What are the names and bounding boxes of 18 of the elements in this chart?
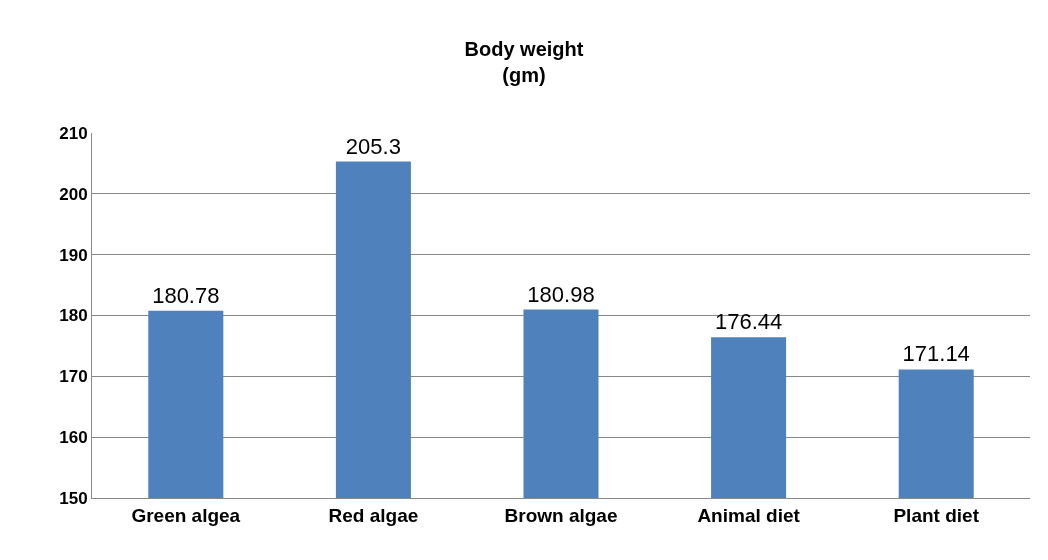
y-tick-label: 190 xyxy=(59,245,88,265)
y-tick-label: 160 xyxy=(59,428,88,448)
x-tick-label: Plant diet xyxy=(893,504,980,526)
chart-title: Body weight (gm) xyxy=(464,38,584,86)
y-tick-label: 180 xyxy=(59,306,88,326)
y-tick-label: 170 xyxy=(59,367,88,387)
data-label: 205.3 xyxy=(345,133,401,159)
data-label: 171.14 xyxy=(902,341,970,367)
y-tick-label: 150 xyxy=(59,488,88,508)
x-tick-label: Animal diet xyxy=(697,504,801,526)
data-label: 180.78 xyxy=(152,282,220,308)
x-tick-label: Brown algae xyxy=(504,504,618,526)
data-label: 180.98 xyxy=(527,281,595,307)
x-tick-label: Red algae xyxy=(328,504,419,526)
data-label: 176.44 xyxy=(714,309,783,335)
x-tick-label: Green algea xyxy=(131,504,241,526)
y-tick-label: 210 xyxy=(59,123,88,143)
y-tick-label: 200 xyxy=(59,184,88,204)
